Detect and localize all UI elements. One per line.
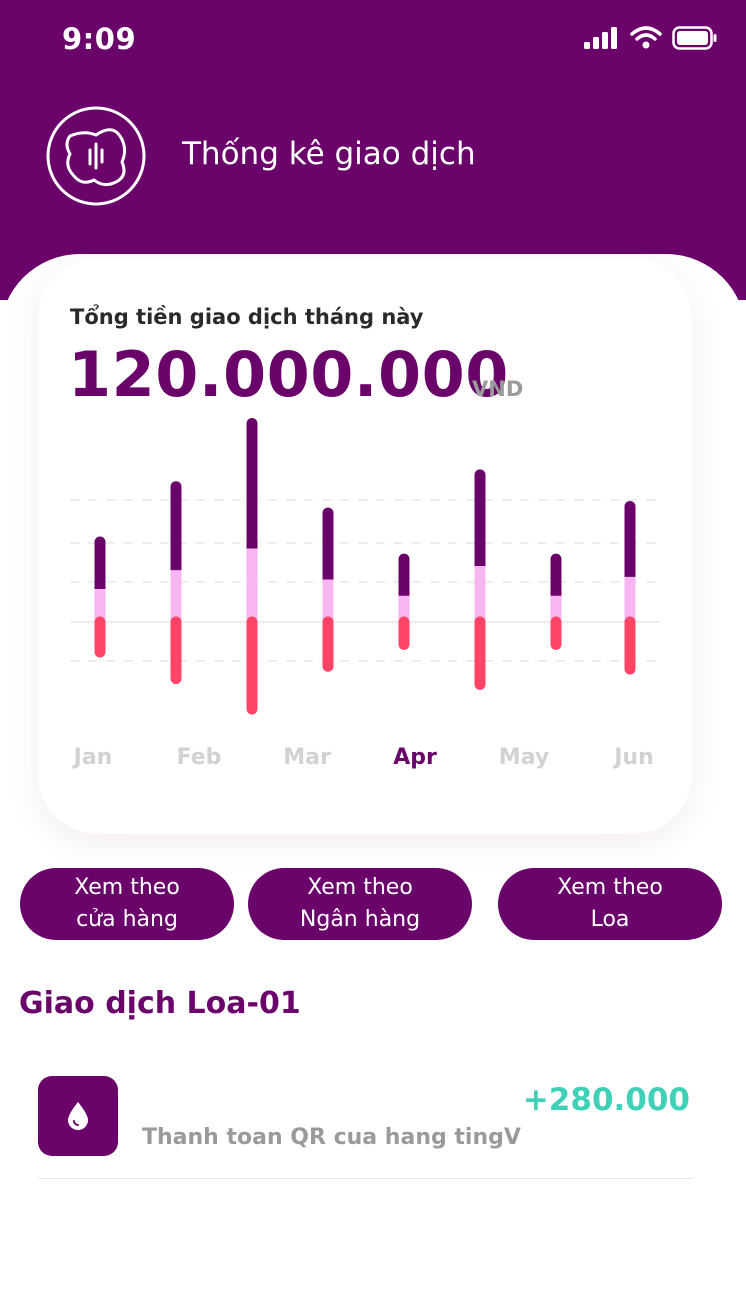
summary-currency: VND [472,377,524,401]
wifi-icon [630,26,662,49]
summary-amount: 120.000.000 [68,338,509,411]
page-title: Thống kê giao dịch [182,136,476,172]
summary-card: Tổng tiền giao dịch tháng này 120.000.00… [38,258,692,834]
divider [38,1178,692,1179]
section-title: Giao dịch Loa-01 [19,986,301,1021]
transaction-icon-tile [38,1076,118,1156]
filter-by-bank-button[interactable]: Xem theo Ngân hàng [248,868,472,940]
chart-tick-label[interactable]: Mar [283,745,331,770]
chart-tick-label[interactable]: Feb [177,745,222,770]
transaction-amount: +280.000 [522,1082,690,1118]
battery-icon [672,26,717,50]
status-bar: 9:09 [0,0,746,80]
summary-label: Tổng tiền giao dịch tháng này [70,305,424,329]
transaction-description: Thanh toan QR cua hang tingV [142,1125,521,1150]
filter-by-speaker-button[interactable]: Xem theo Loa [498,868,722,940]
app-logo-icon [46,106,146,206]
chart-tick-label[interactable]: Jan [72,745,113,770]
filter-by-store-button[interactable]: Xem theo cửa hàng [20,868,234,940]
chart-tick-label[interactable]: Apr [393,745,437,770]
status-icons [584,26,718,50]
signal-icon [584,27,617,49]
transaction-chart: Jan Feb Mar Apr May Jun [70,418,660,770]
status-time: 9:09 [62,22,137,56]
chart-tick-label[interactable]: May [499,745,549,770]
drop-icon [68,1102,88,1130]
chart-tick-label[interactable]: Jun [612,745,654,770]
